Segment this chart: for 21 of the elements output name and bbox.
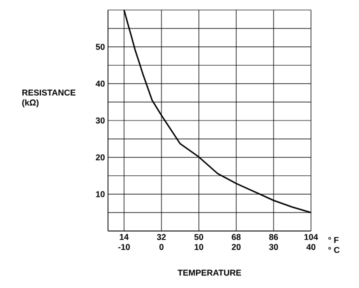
y-tick-label: 10 — [96, 191, 105, 198]
x-tick-label: 20 — [232, 244, 241, 250]
x2-tick-label: 86 — [269, 234, 278, 240]
x2-axis-title: ° F — [328, 237, 339, 243]
x2-tick-label: 14 — [120, 234, 129, 240]
x-tick-label: 10 — [194, 244, 204, 250]
x-tick-label: 40 — [306, 244, 316, 250]
x2-tick-label: 104 — [304, 234, 318, 240]
text: ° C — [328, 246, 340, 253]
x2-tick-label: 50 — [194, 234, 204, 240]
x-tick-label: -10 — [118, 244, 130, 250]
x-axis-title: TEMPERATURE — [178, 270, 242, 276]
y-tick-label: 20 — [96, 154, 105, 160]
x2-tick-label: 32 — [156, 234, 166, 240]
x-tick-label: 0 — [159, 244, 164, 250]
x-tick-label: 30 — [269, 244, 278, 250]
y-tick-label: 50 — [96, 44, 105, 50]
y-axis-title: RESISTANCE (kΩ) — [22, 90, 76, 108]
y-tick-label: 40 — [96, 80, 105, 87]
y-tick-label: 30 — [96, 118, 105, 124]
x2-tick-label: 68 — [232, 234, 241, 240]
